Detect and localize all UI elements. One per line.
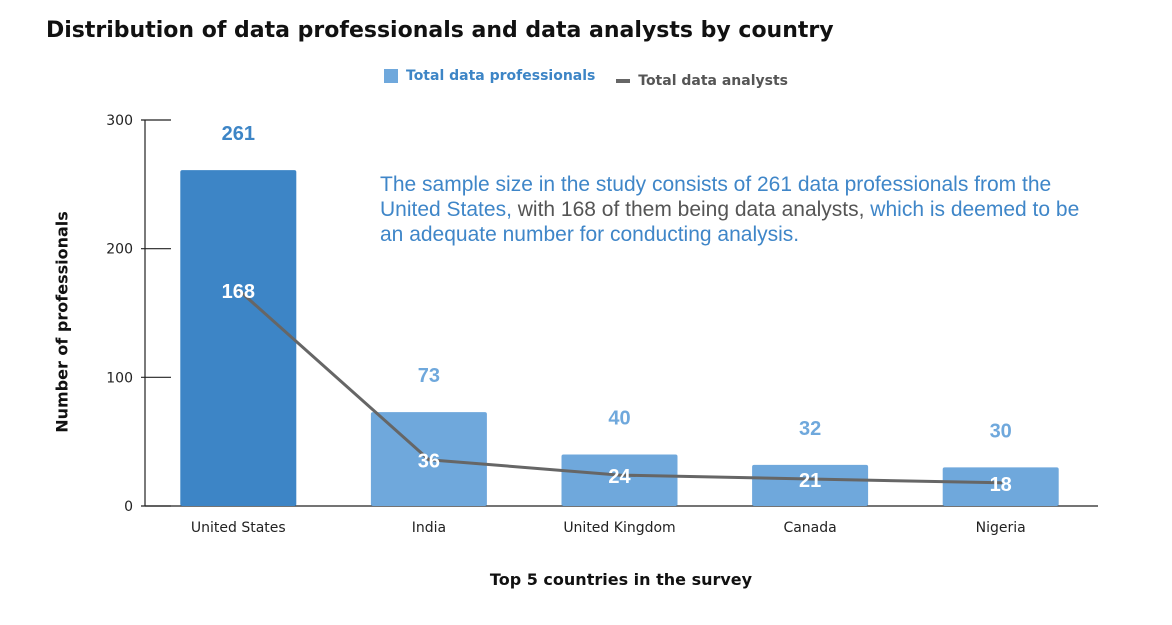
legend-swatch-professionals	[384, 69, 398, 83]
legend-swatch-analysts	[616, 79, 631, 83]
analysts-point-1	[427, 458, 431, 462]
x-tick-label-1: India	[412, 520, 446, 536]
bar-value-label-0: 261	[222, 123, 255, 145]
legend: Total data professionals Total data anal…	[0, 68, 1172, 89]
analysts-line	[237, 288, 1001, 485]
analysts-value-label-3: 21	[799, 470, 821, 492]
bar-2	[561, 454, 678, 506]
analysts-value-label-0: 168	[222, 281, 255, 303]
x-tick-label-3: Canada	[783, 520, 836, 536]
annotation-part-3: which is deemed to be an adequate number…	[380, 198, 1080, 246]
bar-value-label-1: 73	[418, 365, 440, 387]
y-tick-label-100: 100	[106, 370, 133, 386]
analysts-point-0	[236, 288, 240, 292]
x-tick-label-0: United States	[191, 520, 286, 536]
bar-0	[180, 170, 297, 506]
bar-value-label-2: 40	[608, 408, 630, 430]
legend-label-professionals: Total data professionals	[406, 68, 596, 84]
x-tick-label-2: United Kingdom	[563, 520, 675, 536]
bar-value-label-3: 32	[799, 418, 821, 440]
analysts-point-3	[808, 477, 812, 481]
annotation-part-2: with 168 of them being data analysts,	[511, 198, 865, 221]
legend-label-analysts: Total data analysts	[638, 73, 788, 89]
legend-item-analysts: Total data analysts	[616, 73, 788, 89]
y-tick-label-200: 200	[106, 242, 133, 258]
y-tick-label-300: 300	[106, 113, 133, 129]
x-tick-label-4: Nigeria	[976, 520, 1026, 536]
chart-annotation: The sample size in the study consists of…	[380, 172, 1080, 247]
x-axis-label: Top 5 countries in the survey	[489, 570, 753, 589]
legend-item-professionals: Total data professionals	[384, 68, 595, 84]
chart-title: Distribution of data professionals and d…	[46, 18, 834, 43]
analysts-value-label-2: 24	[608, 466, 631, 488]
bar-4	[942, 467, 1059, 506]
analysts-point-2	[618, 473, 621, 477]
annotation-part-1: The sample size in the study consists of…	[380, 173, 1052, 221]
analysts-point-4	[999, 481, 1003, 485]
analysts-value-label-1: 36	[418, 451, 440, 473]
y-tick-label-0: 0	[124, 499, 133, 515]
analysts-value-label-4: 18	[990, 474, 1012, 496]
bar-3	[752, 464, 869, 506]
bar-value-label-4: 30	[990, 420, 1012, 442]
